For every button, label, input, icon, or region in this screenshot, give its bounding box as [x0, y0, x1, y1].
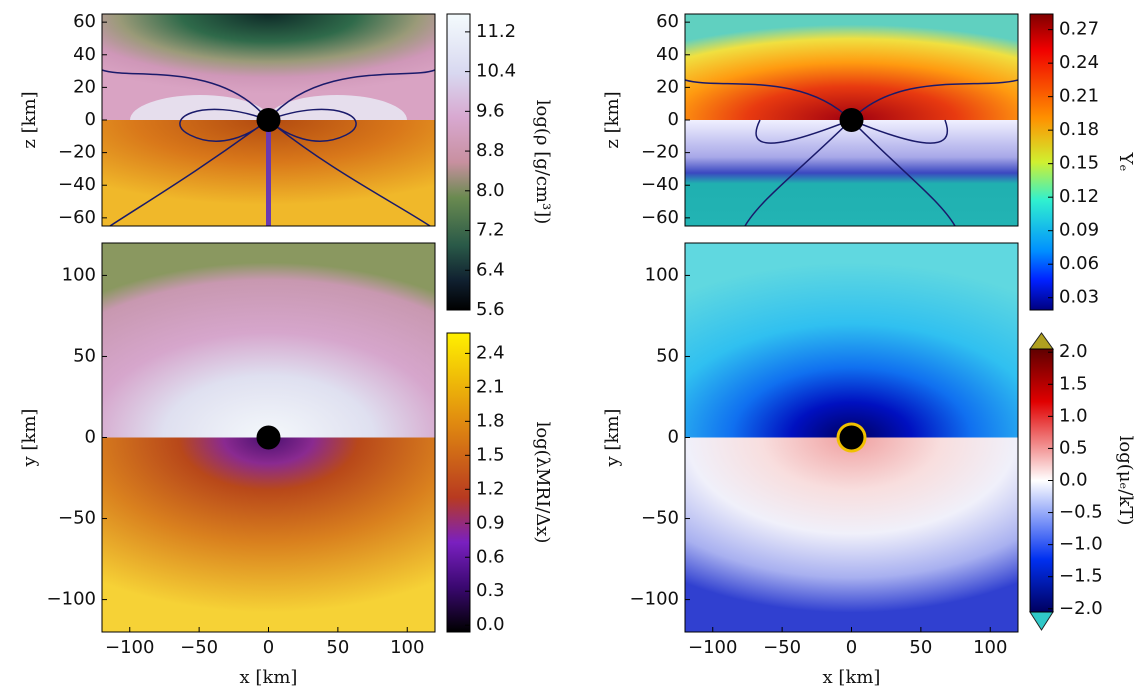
y-tick-label: 100	[62, 264, 96, 285]
colorbar-tick-label: 6.4	[476, 259, 505, 280]
colorbar-frame	[446, 332, 471, 633]
x-tick-label: −100	[105, 637, 154, 658]
colorbar-tick-label: −1.5	[1059, 566, 1103, 587]
colorbar-tick-label: 1.2	[476, 478, 505, 499]
y-tick-label: 20	[73, 76, 96, 97]
colorbar-tick-label: 0.06	[1059, 253, 1099, 274]
colorbar-frame	[446, 13, 471, 311]
y-tick-label: 50	[73, 345, 96, 366]
y-tick-label: −50	[58, 508, 96, 529]
colorbar-tick-label: −2.0	[1059, 598, 1103, 619]
colorbar-tick-label: 0.27	[1059, 19, 1099, 40]
x-tick-label: 100	[390, 637, 424, 658]
y-tick-label: 0	[85, 427, 96, 448]
y-tick-label: −40	[58, 174, 96, 195]
panel-image	[102, 243, 435, 632]
colorbar-tick-label: 0.5	[1059, 437, 1088, 458]
y-axis-label: z [km]	[602, 91, 623, 148]
colorbar-tick-label: 0.18	[1059, 119, 1099, 140]
y-tick-label: −100	[47, 589, 96, 610]
x-tick-label: −50	[180, 637, 218, 658]
x-tick-label: 50	[326, 637, 349, 658]
x-tick-label: 100	[973, 637, 1007, 658]
y-tick-label: 50	[656, 345, 679, 366]
colorbar-tick-label: 1.5	[476, 444, 505, 465]
x-tick-label: −100	[688, 637, 737, 658]
y-tick-label: −100	[630, 589, 679, 610]
colorbar-tick-label: 0.0	[476, 614, 505, 635]
y-tick-label: 100	[645, 264, 679, 285]
colorbar-tick-label: 0.3	[476, 580, 505, 601]
colorbar-tick-label: 2.4	[476, 342, 505, 363]
x-tick-label: −50	[763, 637, 801, 658]
x-tick-label: 0	[846, 637, 857, 658]
y-tick-label: 0	[85, 109, 96, 130]
colorbar-image	[447, 14, 1054, 632]
colorbar-tick-label: 1.0	[1059, 405, 1088, 426]
panel-image	[101, 14, 436, 227]
y-tick-label: 0	[668, 109, 679, 130]
y-tick-label: −50	[641, 508, 679, 529]
colorbar-tick-label: 0.0	[1059, 470, 1088, 491]
colorbar-tick-label: 11.2	[476, 21, 516, 42]
x-axis-label: x [km]	[823, 667, 881, 688]
colorbar-label: Yₑ	[1115, 152, 1136, 172]
y-tick-label: 40	[656, 44, 679, 65]
y-tick-label: −60	[641, 207, 679, 228]
colorbar-tick-label: −1.0	[1059, 534, 1103, 555]
y-axis-label: z [km]	[19, 91, 40, 148]
colorbar-tick-label: 10.4	[476, 61, 516, 82]
x-tick-label: 50	[909, 637, 932, 658]
colorbar-tick-label: 8.8	[476, 140, 505, 161]
y-tick-label: 60	[73, 11, 96, 32]
x-tick-label: 0	[263, 637, 274, 658]
y-tick-label: −20	[641, 142, 679, 163]
colorbar-tick-label: 0.12	[1059, 186, 1099, 207]
y-tick-label: 20	[656, 76, 679, 97]
colorbar-label: log(μₑ/kT)	[1115, 436, 1136, 526]
colorbar-tick-label: 0.24	[1059, 52, 1099, 73]
panel-image	[685, 243, 1018, 632]
colorbar-tick-label: 0.03	[1059, 287, 1099, 308]
x-axis-label: x [km]	[240, 667, 298, 688]
colorbar-label: log(ρ [g/cm³])	[532, 100, 553, 224]
y-tick-label: −40	[641, 174, 679, 195]
colorbar-tick-label: 0.09	[1059, 220, 1099, 241]
colorbar-tick-label: 0.21	[1059, 86, 1099, 107]
y-tick-label: 40	[73, 44, 96, 65]
colorbar-tick-label: 7.2	[476, 220, 505, 241]
colorbar-label: log(λMRI/Δx)	[532, 422, 553, 544]
y-axis-label: y [km]	[602, 409, 623, 468]
colorbar-frame	[1029, 13, 1054, 311]
y-tick-label: 0	[668, 427, 679, 448]
colorbar-tick-label: 2.0	[1059, 341, 1088, 362]
colorbar-tick-label: 8.0	[476, 180, 505, 201]
y-tick-label: −60	[58, 207, 96, 228]
colorbar-tick-label: 1.8	[476, 410, 505, 431]
y-axis-label: y [km]	[19, 409, 40, 468]
colorbar-tick-label: 9.6	[476, 100, 505, 121]
colorbar-tick-label: 0.15	[1059, 153, 1099, 174]
colorbar-tick-label: 2.1	[476, 376, 505, 397]
colorbar-tick-label: 0.9	[476, 512, 505, 533]
colorbar-tick-label: 5.6	[476, 299, 505, 320]
colorbar-tick-label: 0.6	[476, 546, 505, 567]
y-tick-label: −20	[58, 142, 96, 163]
y-tick-label: 60	[656, 11, 679, 32]
panel-image	[684, 14, 1019, 227]
colorbar-tick-label: 1.5	[1059, 373, 1088, 394]
colorbar-tick-label: −0.5	[1059, 502, 1103, 523]
